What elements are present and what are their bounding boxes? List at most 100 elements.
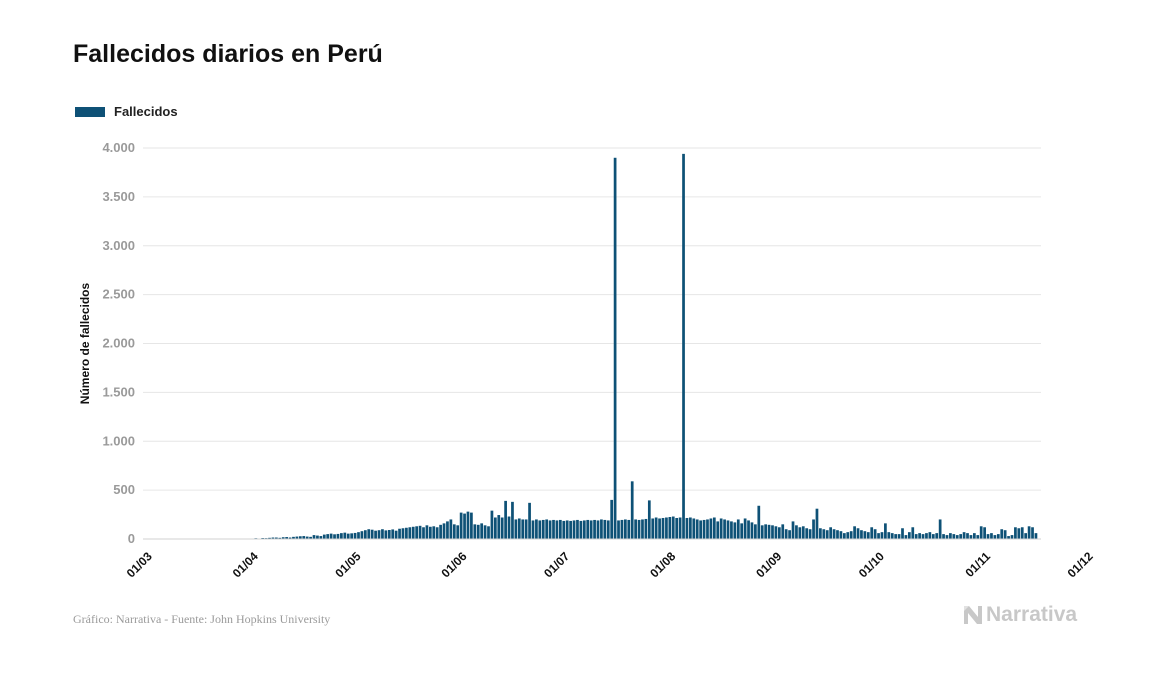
bar <box>836 530 839 539</box>
bar <box>884 523 887 539</box>
bar <box>825 530 829 539</box>
bar <box>760 525 764 539</box>
bar <box>675 517 679 539</box>
x-tick-label: 01/10 <box>856 549 887 580</box>
bar <box>285 537 289 539</box>
bar <box>500 517 504 539</box>
bar <box>880 532 884 539</box>
bar <box>329 533 333 539</box>
bar <box>897 534 901 539</box>
y-tick-label: 2.500 <box>102 287 135 302</box>
bar <box>535 519 538 539</box>
bar <box>476 524 480 539</box>
legend-swatch <box>75 106 105 117</box>
bar <box>442 523 446 539</box>
bar <box>781 524 785 539</box>
bar <box>572 520 576 539</box>
bar <box>996 534 1000 539</box>
bar <box>986 534 990 539</box>
bar <box>319 536 323 539</box>
bar <box>665 517 668 539</box>
bar <box>295 536 299 539</box>
bar <box>336 533 340 539</box>
bar <box>630 481 634 539</box>
bar <box>401 528 405 539</box>
chart-title: Fallecidos diarios en Perú <box>73 40 383 68</box>
bar <box>322 534 326 539</box>
bar <box>353 532 357 539</box>
bar <box>538 520 542 539</box>
bar <box>425 525 429 539</box>
y-axis-label: Número de fallecidos <box>78 282 92 404</box>
bar <box>754 524 757 539</box>
bar <box>870 527 874 539</box>
bar <box>702 519 706 539</box>
bar <box>733 522 737 539</box>
bar <box>873 529 877 539</box>
bar <box>617 520 620 539</box>
legend: Fallecidos <box>75 104 178 119</box>
bar <box>651 518 655 539</box>
bar <box>449 519 453 539</box>
bar <box>774 526 778 539</box>
bar <box>918 533 921 539</box>
bar <box>685 517 689 539</box>
bar <box>805 528 809 539</box>
bar <box>647 500 651 539</box>
bar <box>511 501 514 539</box>
bar <box>439 524 442 539</box>
bar <box>470 512 473 539</box>
bar <box>815 508 819 539</box>
bar <box>935 533 939 539</box>
bar <box>969 535 973 539</box>
bar <box>863 531 867 539</box>
bar <box>589 520 593 539</box>
bar <box>654 517 658 539</box>
bar <box>791 521 795 539</box>
bar <box>990 533 993 539</box>
bar <box>808 529 812 539</box>
bar <box>945 535 949 539</box>
bar <box>596 520 600 539</box>
bar <box>422 527 425 539</box>
bar <box>750 522 754 539</box>
bar <box>381 529 384 539</box>
bar <box>784 529 788 539</box>
bar <box>610 499 614 539</box>
bar <box>983 527 986 539</box>
bar <box>849 531 853 539</box>
bar <box>415 526 419 539</box>
y-tick-label: 3.000 <box>102 238 135 253</box>
x-tick-label: 01/04 <box>230 549 261 580</box>
bar <box>528 502 531 539</box>
bar <box>493 517 497 539</box>
bar <box>374 530 377 539</box>
x-tick-label: 01/05 <box>332 549 363 580</box>
bar <box>938 519 942 539</box>
bar <box>856 528 860 539</box>
bar <box>312 535 316 539</box>
bar <box>326 534 330 539</box>
bar <box>962 532 966 539</box>
bar <box>637 519 641 539</box>
bar <box>627 519 631 539</box>
bar <box>562 520 566 539</box>
bar <box>473 524 477 539</box>
bar <box>736 519 740 539</box>
bar <box>466 511 470 539</box>
y-tick-label: 3.500 <box>102 189 135 204</box>
bar <box>452 524 456 539</box>
bar <box>558 519 562 539</box>
bar <box>1003 530 1007 539</box>
bar <box>853 526 856 539</box>
bar <box>600 519 603 539</box>
bar <box>418 525 422 539</box>
bar <box>641 519 644 539</box>
bar <box>593 519 596 539</box>
bar <box>524 519 528 539</box>
bar <box>298 536 302 539</box>
bar <box>1014 527 1017 539</box>
bar <box>921 534 925 539</box>
bar <box>887 532 891 539</box>
bar <box>822 529 826 539</box>
